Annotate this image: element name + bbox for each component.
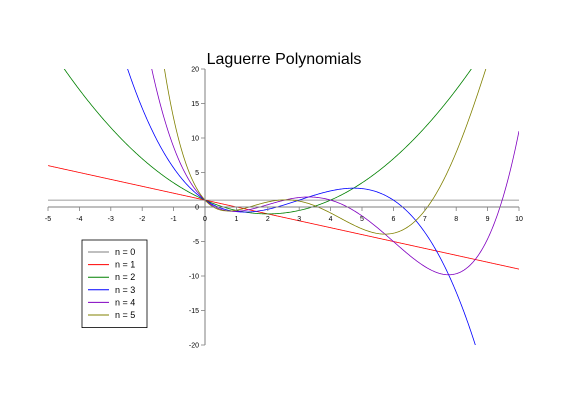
series-line-n1 [48,165,519,270]
axes-layer: -5 -4 -3 -2 -1 0 1 2 3 4 5 6 7 8 9 1020151050-5-10-15-2… [45,67,523,350]
legend-label: n = 0 [115,247,135,257]
y-tick-label: 0 [195,205,199,212]
x-tick-label: 9 [486,216,490,223]
series-line-n4 [151,69,519,276]
x-tick-label: -1 [170,216,176,223]
legend-label: n = 1 [115,260,135,270]
legend: n = 0 n = 1 n = 2 n = 3 n = 4 n = 5 [81,239,148,328]
x-tick-label: -3 [108,216,114,223]
x-tick-label: 0 [203,216,207,223]
y-tick-label: 20 [191,67,199,74]
y-tick-label: -20 [189,343,199,350]
x-tick-label: 3 [297,216,301,223]
y-tick-label: -15 [189,308,199,315]
x-tick-label: -4 [76,216,82,223]
legend-label: n = 4 [115,297,135,307]
x-tick-label: 10 [515,216,523,223]
y-tick-label: -5 [193,239,199,246]
x-tick-label: -5 [45,216,51,223]
x-tick-label: 1 [234,216,238,223]
x-tick-label: 8 [454,216,458,223]
y-tick-label: -10 [189,274,199,281]
x-tick-label: 5 [360,216,364,223]
x-tick-label: 4 [329,216,333,223]
series-line-n5 [164,69,487,235]
chart-title: Laguerre Polynomials [207,51,362,68]
series-layer [48,69,519,345]
legend-box [81,239,148,328]
series-line-n2 [63,69,472,215]
series-line-n3 [127,69,476,345]
y-tick-label: 10 [191,136,199,143]
x-tick-label: -2 [139,216,145,223]
legend-label: n = 2 [115,272,135,282]
y-tick-label: 15 [191,101,199,108]
y-tick-label: 5 [195,170,199,177]
x-tick-label: 2 [266,216,270,223]
x-tick-label: 7 [423,216,427,223]
legend-label: n = 5 [115,310,135,320]
x-tick-label: 6 [391,216,395,223]
legend-label: n = 3 [115,285,135,295]
